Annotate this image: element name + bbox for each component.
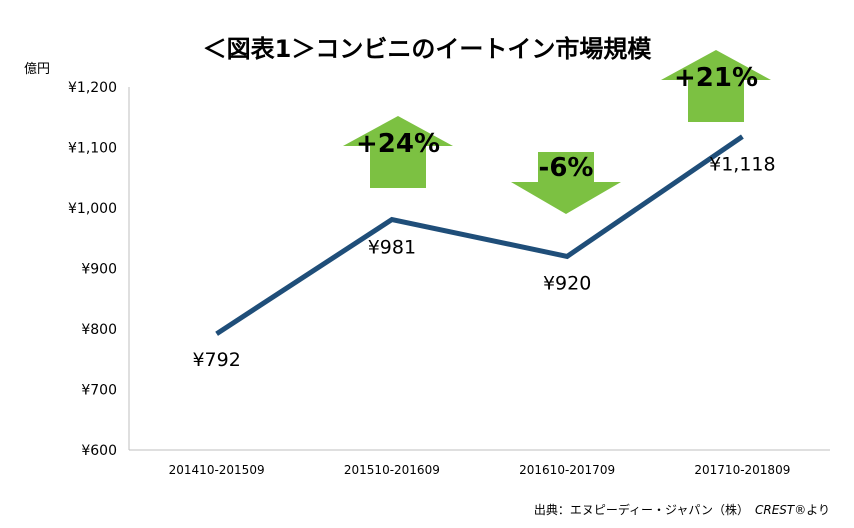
series-line — [215, 134, 744, 336]
change-arrow-down-1 — [511, 152, 621, 214]
data-label-0: ¥792 — [192, 349, 240, 371]
x-tick-label-3: 201710-201809 — [694, 463, 790, 477]
y-axis: ¥1,200 ¥1,100 ¥1,000 ¥900 ¥800 ¥700 ¥600 — [68, 80, 117, 459]
y-tick-label-0: ¥1,200 — [68, 80, 117, 96]
y-tick-label-3: ¥900 — [81, 262, 117, 278]
data-label-3: ¥1,118 — [709, 154, 775, 176]
source-brand: CREST® — [755, 503, 806, 517]
change-label-2: +21% — [674, 63, 758, 93]
data-label-2: ¥920 — [543, 272, 591, 294]
data-label-1: ¥981 — [368, 236, 416, 258]
change-arrow-up-2 — [661, 50, 771, 122]
x-tick-label-2: 201610-201709 — [519, 463, 615, 477]
change-badges: +24% -6% +21% — [343, 50, 771, 214]
y-axis-unit-label: 億円 — [24, 61, 50, 77]
x-tick-label-1: 201510-201609 — [344, 463, 440, 477]
y-tick-label-4: ¥800 — [81, 322, 117, 338]
series-line-group — [215, 134, 744, 336]
x-tick-label-0: 201410-201509 — [169, 463, 265, 477]
y-tick-label-2: ¥1,000 — [68, 201, 117, 217]
y-tick-label-6: ¥600 — [81, 443, 117, 459]
data-labels: ¥792 ¥981 ¥920 ¥1,118 — [192, 154, 775, 371]
change-arrow-up-0 — [343, 116, 453, 188]
source-note: 出典：エヌピーディー・ジャパン（株） CREST®より — [534, 502, 830, 517]
y-tick-label-5: ¥700 — [81, 383, 117, 399]
chart-title: ＜図表1＞コンビニのイートイン市場規模 — [203, 35, 653, 63]
y-tick-label-1: ¥1,100 — [68, 141, 117, 157]
source-suffix: より — [806, 503, 830, 517]
source-text: 出典：エヌピーディー・ジャパン（株） — [534, 502, 749, 517]
x-axis: 201410-201509 201510-201609 201610-201709 2… — [169, 463, 791, 477]
change-label-1: -6% — [539, 153, 594, 183]
change-label-0: +24% — [356, 129, 440, 159]
